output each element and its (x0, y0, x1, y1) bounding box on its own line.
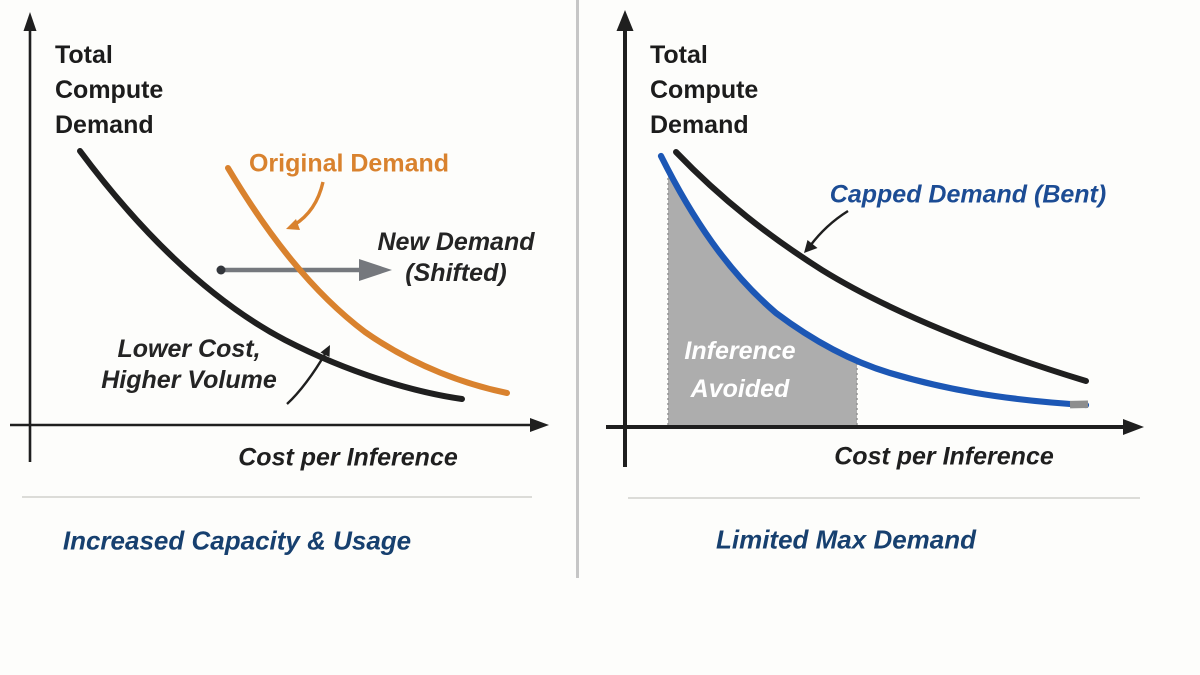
lower-cost-pointer-arrow (286, 353, 327, 405)
left-demand-curve-black (77, 148, 465, 402)
capped-demand-curve-blue (657, 152, 1090, 409)
right-panel-graphics (606, 10, 1144, 499)
capped-demand-label: Capped Demand (Bent) (829, 180, 1107, 209)
left-panel-title: Increased Capacity & Usage (62, 525, 412, 556)
capped-demand-pointer-arrowhead (804, 240, 818, 253)
left-y-axis-label: Total Compute Demand (55, 41, 164, 139)
capped-demand-pointer-arrow (809, 209, 849, 247)
inference-avoided-label-line2: Avoided (690, 375, 790, 403)
right-x-axis-arrowhead (1123, 419, 1144, 435)
left-x-axis-arrowhead (530, 418, 549, 432)
original-demand-pointer-arrow (293, 181, 325, 227)
new-demand-label-line2: (Shifted) (405, 259, 507, 287)
left-panel-graphics (10, 12, 549, 498)
left-x-axis-label: Cost per Inference (238, 443, 458, 472)
right-y-axis-label: Total Compute Demand (650, 41, 759, 139)
shift-arrow-dot (216, 265, 226, 275)
lower-cost-pointer-arrowhead (320, 345, 330, 357)
new-demand-label-line1: New Demand (377, 228, 535, 256)
inference-avoided-area (668, 173, 857, 425)
right-x-axis-label: Cost per Inference (834, 442, 1054, 471)
left-y-axis-arrowhead (23, 12, 37, 31)
original-demand-pointer-arrowhead (286, 219, 300, 230)
new-demand-label: New Demand (Shifted) (378, 227, 535, 289)
right-uncapped-demand-curve-black (673, 149, 1089, 384)
left-demand-curve-orange (225, 165, 510, 396)
original-demand-label: Original Demand (248, 149, 450, 178)
inference-avoided-label: Inference Avoided (684, 332, 795, 408)
panel-divider (576, 0, 579, 578)
shift-arrowhead (359, 259, 392, 281)
inference-avoided-label-line1: Inference (684, 337, 796, 365)
lower-cost-label-line2: Higher Volume (101, 366, 277, 394)
right-y-axis-arrowhead (616, 10, 634, 31)
lower-cost-label-line1: Lower Cost, (117, 335, 261, 363)
lower-cost-label: Lower Cost, Higher Volume (101, 334, 277, 396)
right-panel-title: Limited Max Demand (715, 524, 977, 555)
